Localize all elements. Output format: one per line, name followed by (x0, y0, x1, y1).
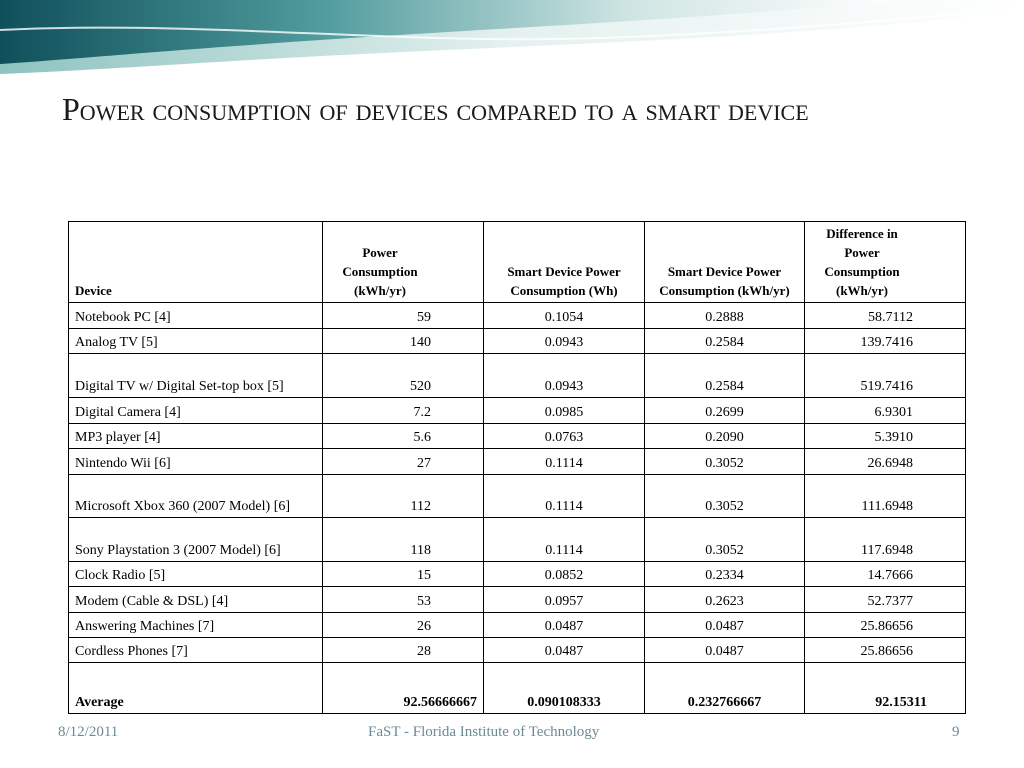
table-cell: 0.3052 (644, 448, 805, 475)
table-cell: 5.3910 (804, 423, 966, 449)
table-cell: 0.2334 (644, 561, 805, 587)
table-cell: 59 (322, 302, 484, 329)
table-cell: MP3 player [4] (68, 423, 323, 449)
table-cell: Microsoft Xbox 360 (2007 Model) [6] (68, 474, 323, 518)
table-cell: 0.2623 (644, 586, 805, 613)
body-row: Modem (Cable & DSL) [4] 53 0.0957 0.2623 52.… (68, 586, 966, 613)
table-cell: 0.0943 (483, 353, 645, 398)
page-number: 9 (952, 724, 960, 740)
body-row: Microsoft Xbox 360 (2007 Model) [6] 112 0.… (68, 474, 966, 518)
table-cell: 0.090108333 (483, 662, 645, 714)
header-wave (0, 0, 1024, 74)
footer-text: FaST - Florida Institute of Technology (368, 724, 600, 740)
table-cell: 0.0487 (644, 612, 805, 638)
table-cell: 0.1114 (483, 448, 645, 475)
table-cell: Power Consumption (kWh/yr) (322, 221, 484, 303)
table-cell: Digital TV w/ Digital Set-top box [5] (68, 353, 323, 398)
table-cell: 0.1054 (483, 302, 645, 329)
table-cell: 7.2 (322, 397, 484, 424)
slide-title: Power consumption of devices compared to… (62, 91, 809, 127)
body-row: Analog TV [5] 140 0.0943 0.2584 139.7416 (68, 328, 966, 354)
table-cell: Smart Device Power Consumption (Wh) (483, 221, 645, 303)
table-cell: Sony Playstation 3 (2007 Model) [6] (68, 517, 323, 562)
table-cell: Notebook PC [4] (68, 302, 323, 329)
table-cell: 0.2699 (644, 397, 805, 424)
table-cell: Digital Camera [4] (68, 397, 323, 424)
table-cell: 53 (322, 586, 484, 613)
table-cell: 27 (322, 448, 484, 475)
table-cell: 58.7112 (804, 302, 966, 329)
table-cell: 52.7377 (804, 586, 966, 613)
table-cell: 112 (322, 474, 484, 518)
body-row: Notebook PC [4] 59 0.1054 0.2888 58.7112 (68, 302, 966, 329)
table-cell: 118 (322, 517, 484, 562)
data-table: Device Power Consumption (kWh/yr) Smart De… (68, 221, 966, 714)
table-cell: 0.0487 (644, 637, 805, 663)
table-cell: 92.56666667 (322, 662, 484, 714)
table-cell: 0.3052 (644, 474, 805, 518)
table-cell: 0.2584 (644, 353, 805, 398)
table-cell: 26 (322, 612, 484, 638)
body-row: Cordless Phones [7] 28 0.0487 0.0487 25.8665… (68, 637, 966, 663)
table-cell: Analog TV [5] (68, 328, 323, 354)
table-cell: 0.0957 (483, 586, 645, 613)
table-cell: 0.0852 (483, 561, 645, 587)
table-cell: 0.1114 (483, 517, 645, 562)
table-cell: 0.0487 (483, 637, 645, 663)
body-row: Digital TV w/ Digital Set-top box [5] 520… (68, 353, 966, 398)
table-cell: 0.0943 (483, 328, 645, 354)
body-row: Sony Playstation 3 (2007 Model) [6] 118 0.… (68, 517, 966, 562)
table-cell: 15 (322, 561, 484, 587)
table-cell: 25.86656 (804, 612, 966, 638)
body-row: Digital Camera [4] 7.2 0.0985 0.2699 6.9301 (68, 397, 966, 424)
table-cell: Clock Radio [5] (68, 561, 323, 587)
table-cell: Average (68, 662, 323, 714)
table-cell: 111.6948 (804, 474, 966, 518)
table-cell: 28 (322, 637, 484, 663)
table-cell: Answering Machines [7] (68, 612, 323, 638)
table-cell: 0.0985 (483, 397, 645, 424)
table-cell: 140 (322, 328, 484, 354)
table-cell: 0.1114 (483, 474, 645, 518)
table-cell: 25.86656 (804, 637, 966, 663)
table-cell: 5.6 (322, 423, 484, 449)
table-cell: 6.9301 (804, 397, 966, 424)
table-cell: 0.2584 (644, 328, 805, 354)
table-cell: 0.2888 (644, 302, 805, 329)
head-row: Device Power Consumption (kWh/yr) Smart De… (68, 221, 966, 303)
body-row: Nintendo Wii [6] 27 0.1114 0.3052 26.6948 (68, 448, 966, 475)
table-cell: 14.7666 (804, 561, 966, 587)
table-cell: Device (68, 221, 323, 303)
table-cell: 26.6948 (804, 448, 966, 475)
avg-row: Average 92.56666667 0.090108333 0.232766667… (68, 662, 966, 714)
table-cell: 0.2090 (644, 423, 805, 449)
footer-date: 8/12/2011 (58, 724, 119, 740)
table-cell: 0.0763 (483, 423, 645, 449)
table-cell: Modem (Cable & DSL) [4] (68, 586, 323, 613)
body-row: Clock Radio [5] 15 0.0852 0.2334 14.7666 (68, 561, 966, 587)
table-cell: 92.15311 (804, 662, 966, 714)
table-cell: 0.232766667 (644, 662, 805, 714)
table-cell: 0.0487 (483, 612, 645, 638)
table-cell: Smart Device Power Consumption (kWh/yr) (644, 221, 805, 303)
table-cell: Nintendo Wii [6] (68, 448, 323, 475)
body-row: MP3 player [4] 5.6 0.0763 0.2090 5.3910 (68, 423, 966, 449)
body-row: Answering Machines [7] 26 0.0487 0.0487 25.8… (68, 612, 966, 638)
table-cell: 117.6948 (804, 517, 966, 562)
table-cell: Cordless Phones [7] (68, 637, 323, 663)
table-cell: 519.7416 (804, 353, 966, 398)
table-cell: 0.3052 (644, 517, 805, 562)
table-cell: Difference in Power Consumption (kWh/yr) (804, 221, 966, 303)
table-cell: 520 (322, 353, 484, 398)
table-cell: 139.7416 (804, 328, 966, 354)
